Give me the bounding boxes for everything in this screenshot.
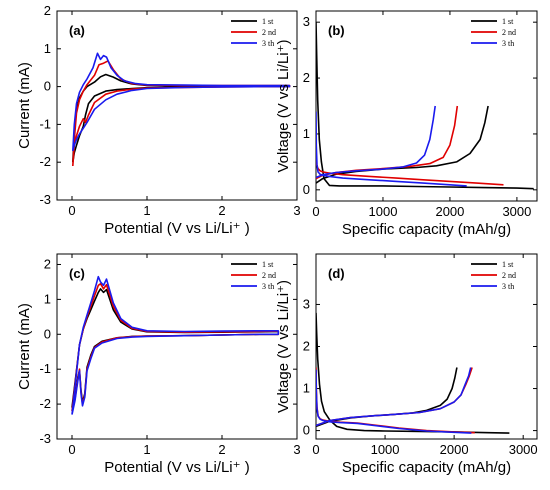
y-tick-label: -3 — [39, 431, 51, 446]
legend: 1 st 2 nd 3 th — [231, 260, 276, 291]
plot-frame — [56, 253, 298, 440]
y-axis-title: Voltage (V vs Li/Li⁺) — [275, 40, 292, 173]
y-tick-label: 0 — [303, 423, 310, 438]
legend: 1 st 2 nd 3 th — [471, 260, 516, 291]
y-tick-label: 3 — [303, 14, 310, 29]
x-tick-label: 1000 — [371, 442, 400, 457]
panel-label: (a) — [69, 23, 85, 38]
y-tick-label: 1 — [44, 291, 51, 306]
legend-label: 1 st — [262, 17, 274, 26]
x-tick-label: 0 — [312, 204, 319, 219]
y-tick-label: 2 — [303, 339, 310, 354]
legend-label: 2 nd — [262, 28, 276, 37]
y-axis-title: Current (mA) — [16, 303, 33, 390]
legend-label: 1 st — [502, 17, 514, 26]
y-tick-label: -2 — [39, 154, 51, 169]
x-tick-label: 3 — [293, 203, 300, 218]
panel-label: (b) — [328, 23, 345, 38]
x-tick-label: 0 — [68, 203, 75, 218]
series-line-3-th — [72, 52, 291, 152]
series-line-1-st — [316, 312, 510, 434]
y-tick-label: 0 — [44, 79, 51, 94]
series-line-1-st — [71, 288, 280, 408]
series-group — [71, 275, 280, 415]
x-tick-label: 1 — [143, 442, 150, 457]
y-tick-label: -1 — [39, 116, 51, 131]
y-tick-label: -3 — [39, 192, 51, 207]
series-line-3-th — [71, 275, 280, 415]
y-tick-label: -1 — [39, 361, 51, 376]
series-line-3-th — [316, 367, 472, 434]
legend-label: 2 nd — [502, 271, 516, 280]
x-tick-label: 2000 — [435, 204, 464, 219]
y-tick-label: 1 — [303, 126, 310, 141]
legend-label: 3 th — [262, 39, 274, 48]
y-tick-label: 3 — [303, 296, 310, 311]
y-tick-label: 0 — [44, 326, 51, 341]
legend-label: 3 th — [502, 282, 514, 291]
x-tick-label: 3000 — [502, 204, 531, 219]
x-axis-title: Specific capacity (mAh/g) — [342, 459, 511, 476]
x-tick-label: 2 — [218, 203, 225, 218]
panel-a: 0 1 2 3 -3 -2 -1 0 1 2 Potential (V vs Li/Li⁺ ) Cur… — [16, 3, 301, 237]
legend-label: 2 nd — [502, 28, 516, 37]
y-tick-label: -2 — [39, 396, 51, 411]
x-tick-label: 1 — [143, 203, 150, 218]
panel-c: 0 1 2 3 -3 -2 -1 0 1 2 Potential (V vs Li/Li⁺ ) Cur… — [16, 253, 301, 476]
x-axis-title: Potential (V vs Li/Li⁺ ) — [104, 459, 249, 476]
legend-label: 1 st — [262, 260, 274, 269]
x-tick-label: 0 — [312, 442, 319, 457]
panel-b: 0 1000 2000 3000 0 1 2 3 Specific capacity (mAh/… — [275, 10, 538, 238]
x-axis-title: Potential (V vs Li/Li⁺ ) — [104, 220, 249, 237]
series-group — [72, 52, 291, 167]
series-group — [316, 22, 534, 190]
y-tick-label: 2 — [44, 256, 51, 271]
plot-frame — [56, 10, 298, 201]
series-line-2-nd — [72, 60, 291, 167]
y-tick-label: 2 — [303, 70, 310, 85]
panel-d: 0 1000 2000 3000 0 1 2 3 Specific capacity (mAh/… — [275, 253, 538, 476]
y-tick-label: 0 — [303, 182, 310, 197]
panel-label: (c) — [69, 266, 85, 281]
y-axis-title: Current (mA) — [16, 62, 33, 149]
series-line-2-nd — [71, 282, 280, 412]
series-line-1-st — [316, 22, 534, 190]
legend-label: 2 nd — [262, 271, 276, 280]
x-tick-label: 2 — [218, 442, 225, 457]
series-group — [316, 312, 510, 434]
legend: 1 st 2 nd 3 th — [471, 17, 516, 48]
x-axis-title: Specific capacity (mAh/g) — [342, 221, 511, 238]
series-line-3-th — [316, 105, 467, 187]
legend: 1 st 2 nd 3 th — [231, 17, 276, 48]
y-axis-title: Voltage (V vs Li/Li⁺) — [275, 280, 292, 413]
x-tick-label: 3 — [293, 442, 300, 457]
x-tick-label: 3000 — [509, 442, 538, 457]
x-tick-label: 2000 — [440, 442, 469, 457]
legend-label: 1 st — [502, 260, 514, 269]
x-tick-label: 1000 — [369, 204, 398, 219]
legend-label: 3 th — [502, 39, 514, 48]
plot-frame — [315, 10, 538, 202]
legend-label: 3 th — [262, 282, 274, 291]
x-tick-label: 0 — [68, 442, 75, 457]
y-tick-label: 1 — [44, 41, 51, 56]
y-tick-label: 1 — [303, 381, 310, 396]
panel-label: (d) — [328, 266, 345, 281]
y-tick-label: 2 — [44, 3, 51, 18]
